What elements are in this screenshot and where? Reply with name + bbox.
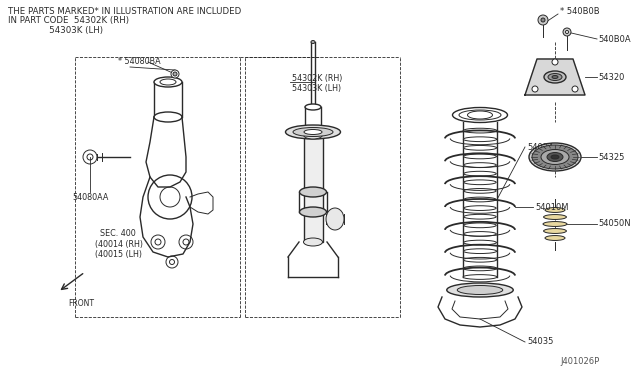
Ellipse shape [463,128,497,133]
Text: 54034: 54034 [527,142,554,151]
Ellipse shape [154,112,182,122]
Ellipse shape [464,223,496,228]
Ellipse shape [464,180,496,185]
Text: 54080AA: 54080AA [72,193,108,202]
Text: J401026P: J401026P [560,357,599,366]
Ellipse shape [529,143,581,171]
Ellipse shape [300,207,326,217]
Ellipse shape [552,76,558,78]
Ellipse shape [464,206,496,211]
Ellipse shape [543,222,567,227]
Ellipse shape [543,228,566,234]
Ellipse shape [447,283,513,297]
Ellipse shape [463,266,497,271]
Text: (40014 (RH): (40014 (RH) [95,240,143,248]
Ellipse shape [464,171,496,176]
Ellipse shape [532,145,578,169]
Circle shape [566,31,568,33]
Ellipse shape [463,240,497,245]
Ellipse shape [541,150,569,164]
Ellipse shape [463,232,497,236]
Circle shape [173,72,177,76]
Text: 54325: 54325 [598,153,625,161]
Text: * 54080BA: * 54080BA [118,58,161,67]
Ellipse shape [548,74,562,80]
Ellipse shape [463,145,497,150]
Text: THE PARTS MARKED* IN ILLUSTRATION ARE INCLUDED: THE PARTS MARKED* IN ILLUSTRATION ARE IN… [8,7,241,16]
Circle shape [532,86,538,92]
Ellipse shape [293,128,333,137]
Ellipse shape [305,104,321,110]
Text: 54320: 54320 [598,73,625,81]
Ellipse shape [304,129,322,135]
Ellipse shape [154,77,182,87]
Ellipse shape [285,125,340,139]
Ellipse shape [452,108,508,122]
Ellipse shape [544,71,566,83]
Ellipse shape [464,197,496,202]
Ellipse shape [545,208,565,212]
Ellipse shape [543,215,566,219]
Text: SEC. 400: SEC. 400 [100,230,136,238]
Ellipse shape [303,238,323,246]
Text: 540B0A: 540B0A [598,35,630,44]
Text: 54303K (LH): 54303K (LH) [8,26,103,35]
Text: 54050N: 54050N [598,219,630,228]
Ellipse shape [303,131,323,139]
Circle shape [541,18,545,22]
Ellipse shape [464,214,496,219]
Circle shape [171,70,179,78]
Text: 54302K (RH): 54302K (RH) [292,74,342,83]
Ellipse shape [545,235,565,240]
Ellipse shape [457,285,503,295]
Ellipse shape [464,189,496,193]
Circle shape [563,28,571,36]
Text: 54010M: 54010M [535,202,568,212]
Ellipse shape [463,163,497,167]
Ellipse shape [463,249,497,254]
Circle shape [183,239,189,245]
Text: (40015 (LH): (40015 (LH) [95,250,142,259]
Text: 54035: 54035 [527,337,554,346]
Ellipse shape [459,110,501,120]
Ellipse shape [463,275,497,279]
Ellipse shape [300,187,326,197]
Circle shape [538,15,548,25]
Circle shape [552,59,558,65]
Ellipse shape [547,153,563,161]
Ellipse shape [551,155,559,159]
Text: IN PART CODE  54302K (RH): IN PART CODE 54302K (RH) [8,16,129,26]
Ellipse shape [160,79,176,85]
Text: FRONT: FRONT [68,299,94,308]
Ellipse shape [467,111,493,119]
Ellipse shape [463,154,497,159]
Text: * 540B0B: * 540B0B [560,6,600,16]
Circle shape [572,86,578,92]
Circle shape [155,239,161,245]
Ellipse shape [311,41,315,44]
Bar [303,135,323,242]
Circle shape [87,154,93,160]
Text: 54303K (LH): 54303K (LH) [292,83,341,93]
Ellipse shape [463,137,497,142]
Ellipse shape [326,208,344,230]
Ellipse shape [463,257,497,262]
Ellipse shape [305,129,321,135]
Polygon shape [525,59,585,95]
